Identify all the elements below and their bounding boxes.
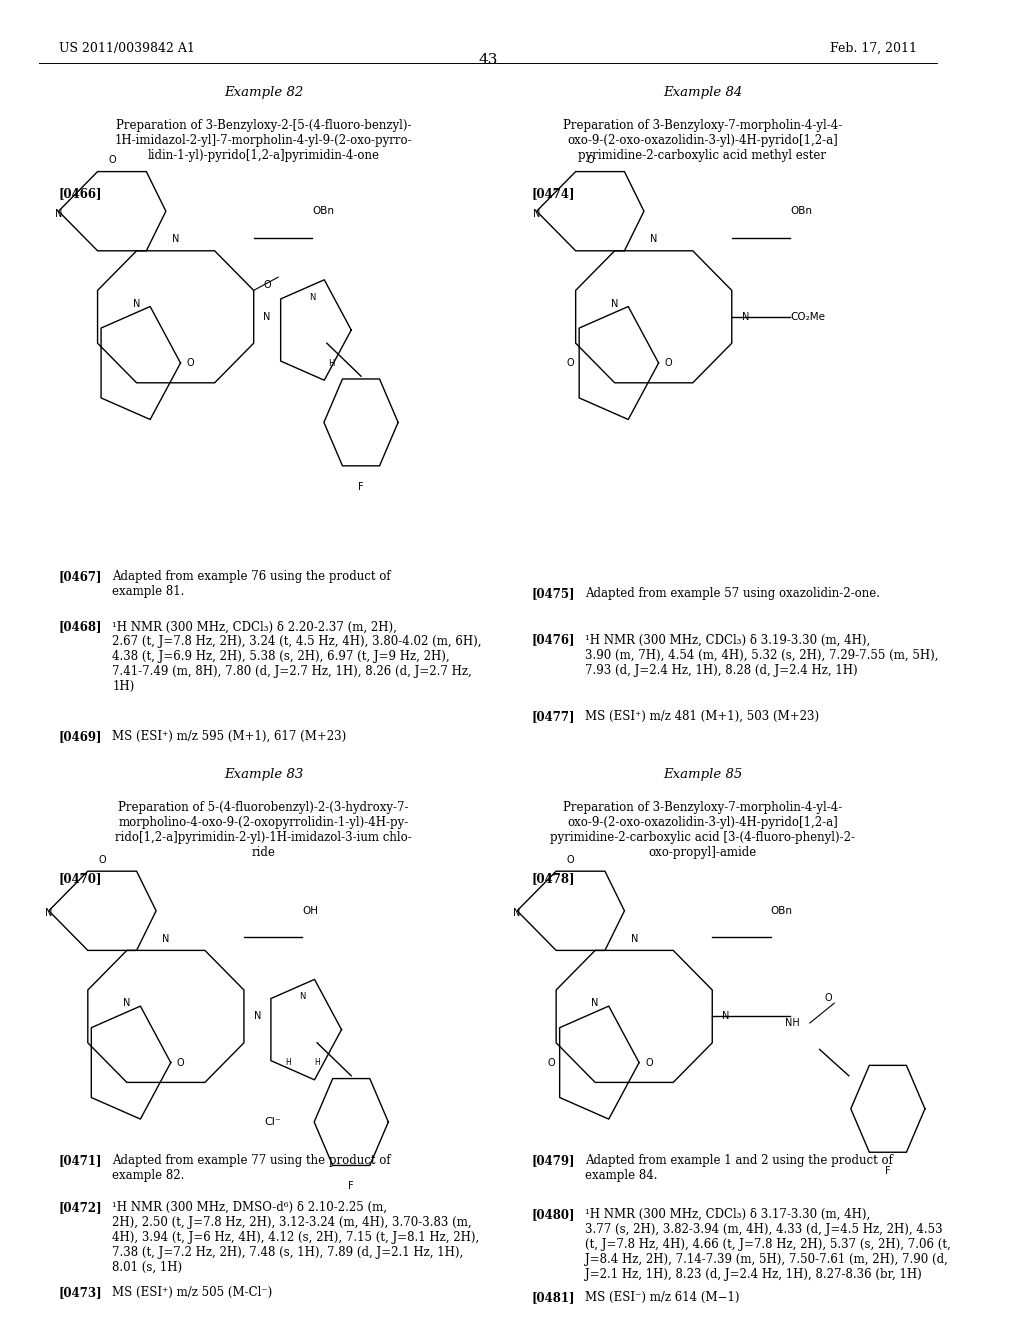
Text: MS (ESI⁺) m/z 481 (M+1), 503 (M+23): MS (ESI⁺) m/z 481 (M+1), 503 (M+23) — [586, 710, 819, 723]
Text: N: N — [650, 234, 657, 244]
Text: Adapted from example 76 using the product of
example 81.: Adapted from example 76 using the produc… — [113, 570, 391, 598]
Text: Adapted from example 57 using oxazolidin-2-one.: Adapted from example 57 using oxazolidin… — [586, 587, 881, 601]
Text: O: O — [587, 154, 594, 165]
Text: O: O — [567, 358, 574, 368]
Text: N: N — [45, 908, 52, 919]
Text: 43: 43 — [478, 53, 498, 67]
Text: Preparation of 3-Benzyloxy-7-morpholin-4-yl-4-
oxo-9-(2-oxo-oxazolidin-3-yl)-4H-: Preparation of 3-Benzyloxy-7-morpholin-4… — [550, 801, 855, 859]
Text: OBn: OBn — [791, 206, 812, 216]
Text: ¹H NMR (300 MHz, DMSO-d⁶) δ 2.10-2.25 (m,
2H), 2.50 (t, J=7.8 Hz, 2H), 3.12-3.24: ¹H NMR (300 MHz, DMSO-d⁶) δ 2.10-2.25 (m… — [113, 1201, 479, 1274]
Text: [0478]: [0478] — [531, 873, 575, 886]
Text: N: N — [722, 1011, 729, 1022]
Text: O: O — [824, 993, 833, 1003]
Text: F: F — [358, 482, 364, 492]
Text: [0481]: [0481] — [531, 1291, 575, 1304]
Text: O: O — [263, 280, 271, 290]
Text: NH: NH — [785, 1018, 800, 1028]
Text: F: F — [885, 1166, 891, 1176]
Text: ¹H NMR (300 MHz, CDCl₃) δ 3.19-3.30 (m, 4H),
3.90 (m, 7H), 4.54 (m, 4H), 5.32 (s: ¹H NMR (300 MHz, CDCl₃) δ 3.19-3.30 (m, … — [586, 634, 939, 677]
Text: H: H — [329, 359, 335, 367]
Text: [0479]: [0479] — [531, 1154, 575, 1167]
Text: [0475]: [0475] — [531, 587, 575, 601]
Text: N: N — [123, 998, 130, 1008]
Text: Example 83: Example 83 — [224, 768, 303, 781]
Text: N: N — [263, 312, 270, 322]
Text: N: N — [254, 1011, 261, 1022]
Text: [0477]: [0477] — [531, 710, 575, 723]
Text: O: O — [548, 1057, 555, 1068]
Text: F: F — [348, 1181, 354, 1192]
Text: [0467]: [0467] — [58, 570, 102, 583]
Text: Example 84: Example 84 — [663, 86, 742, 99]
Text: [0474]: [0474] — [531, 187, 575, 201]
Text: O: O — [186, 358, 195, 368]
Text: N: N — [532, 209, 541, 219]
Text: [0470]: [0470] — [58, 873, 102, 886]
Text: [0480]: [0480] — [531, 1208, 575, 1221]
Text: [0466]: [0466] — [58, 187, 102, 201]
Text: OH: OH — [302, 906, 318, 916]
Text: OBn: OBn — [771, 906, 793, 916]
Text: OBn: OBn — [312, 206, 334, 216]
Text: N: N — [299, 993, 305, 1001]
Text: [0473]: [0473] — [58, 1286, 102, 1299]
Text: N: N — [133, 298, 140, 309]
Text: N: N — [162, 933, 170, 944]
Text: Preparation of 5-(4-fluorobenzyl)-2-(3-hydroxy-7-
morpholino-4-oxo-9-(2-oxopyrro: Preparation of 5-(4-fluorobenzyl)-2-(3-h… — [115, 801, 412, 859]
Text: Feb. 17, 2011: Feb. 17, 2011 — [830, 42, 918, 55]
Text: O: O — [109, 154, 116, 165]
Text: O: O — [645, 1057, 652, 1068]
Text: ¹H NMR (300 MHz, CDCl₃) δ 2.20-2.37 (m, 2H),
2.67 (t, J=7.8 Hz, 2H), 3.24 (t, 4.: ¹H NMR (300 MHz, CDCl₃) δ 2.20-2.37 (m, … — [113, 620, 481, 693]
Text: [0471]: [0471] — [58, 1154, 102, 1167]
Text: MS (ESI⁺) m/z 505 (M-Cl⁻): MS (ESI⁺) m/z 505 (M-Cl⁻) — [113, 1286, 272, 1299]
Text: ¹H NMR (300 MHz, CDCl₃) δ 3.17-3.30 (m, 4H),
3.77 (s, 2H), 3.82-3.94 (m, 4H), 4.: ¹H NMR (300 MHz, CDCl₃) δ 3.17-3.30 (m, … — [586, 1208, 951, 1280]
Text: N: N — [741, 312, 749, 322]
Text: Example 85: Example 85 — [663, 768, 742, 781]
Text: US 2011/0039842 A1: US 2011/0039842 A1 — [58, 42, 195, 55]
Text: MS (ESI⁺) m/z 595 (M+1), 617 (M+23): MS (ESI⁺) m/z 595 (M+1), 617 (M+23) — [113, 730, 346, 743]
Text: [0468]: [0468] — [58, 620, 102, 634]
Text: [0476]: [0476] — [531, 634, 575, 647]
Text: N: N — [611, 298, 618, 309]
Text: Preparation of 3-Benzyloxy-7-morpholin-4-yl-4-
oxo-9-(2-oxo-oxazolidin-3-yl)-4H-: Preparation of 3-Benzyloxy-7-morpholin-4… — [563, 119, 842, 162]
Text: O: O — [567, 854, 574, 865]
Text: MS (ESI⁻) m/z 614 (M−1): MS (ESI⁻) m/z 614 (M−1) — [586, 1291, 740, 1304]
Text: H: H — [314, 1059, 319, 1067]
Text: N: N — [592, 998, 599, 1008]
Text: [0472]: [0472] — [58, 1201, 102, 1214]
Text: O: O — [665, 358, 672, 368]
Text: Cl⁻: Cl⁻ — [265, 1117, 282, 1127]
Text: N: N — [513, 908, 521, 919]
Text: N: N — [55, 209, 62, 219]
Text: [0469]: [0469] — [58, 730, 102, 743]
Text: Adapted from example 1 and 2 using the product of
example 84.: Adapted from example 1 and 2 using the p… — [586, 1154, 893, 1181]
Text: H: H — [285, 1059, 291, 1067]
Text: CO₂Me: CO₂Me — [791, 312, 825, 322]
Text: N: N — [172, 234, 179, 244]
Text: O: O — [177, 1057, 184, 1068]
Text: Example 82: Example 82 — [224, 86, 303, 99]
Text: Adapted from example 77 using the product of
example 82.: Adapted from example 77 using the produc… — [113, 1154, 391, 1181]
Text: Preparation of 3-Benzyloxy-2-[5-(4-fluoro-benzyl)-
1H-imidazol-2-yl]-7-morpholin: Preparation of 3-Benzyloxy-2-[5-(4-fluor… — [115, 119, 413, 162]
Text: N: N — [631, 933, 638, 944]
Text: N: N — [309, 293, 315, 301]
Text: O: O — [98, 854, 106, 865]
